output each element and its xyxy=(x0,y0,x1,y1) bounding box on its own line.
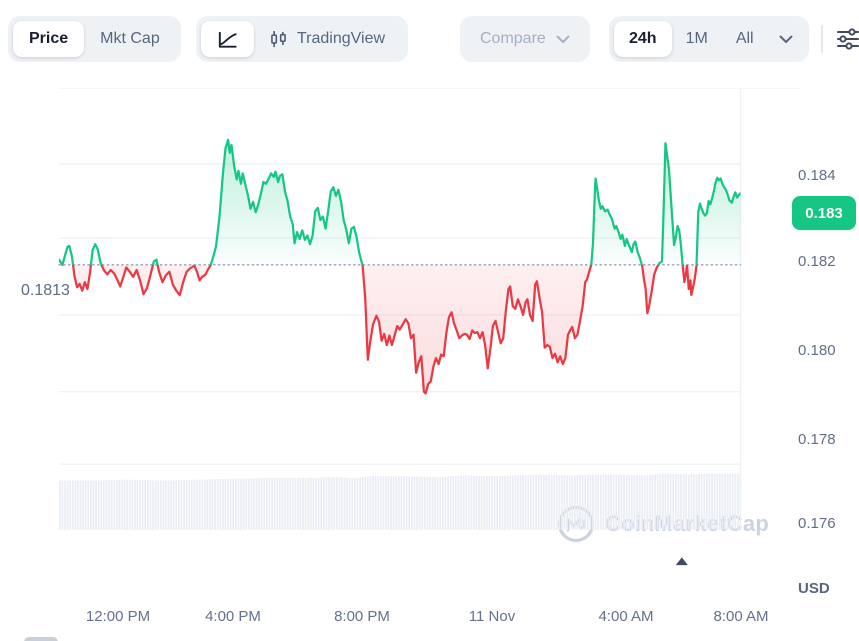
range-1m-button[interactable]: 1M xyxy=(672,21,722,57)
line-chart-icon xyxy=(216,28,239,51)
chevron-down-icon xyxy=(779,35,793,44)
x-axis-tick-label: 11 Nov xyxy=(468,608,516,625)
compare-dropdown[interactable]: Compare xyxy=(460,16,590,62)
mktcap-tab[interactable]: Mkt Cap xyxy=(84,21,176,57)
x-axis-tick-label: 4:00 AM xyxy=(598,608,654,625)
baseline-price-label: 0.1813 xyxy=(16,282,75,300)
range-more-button[interactable] xyxy=(768,21,804,57)
x-axis-tick-label: 12:00 PM xyxy=(85,608,151,625)
range-all-button[interactable]: All xyxy=(722,21,768,57)
time-range-selector: 24h 1M All xyxy=(609,16,809,62)
currency-unit-label: USD xyxy=(798,580,830,597)
range-all-label: All xyxy=(735,30,754,47)
y-axis-tick-label: 0.178 xyxy=(798,431,836,448)
current-price-badge: 0.183 xyxy=(792,196,856,230)
price-tab[interactable]: Price xyxy=(13,21,85,57)
price-line-above-baseline xyxy=(58,138,741,265)
range-24h-button[interactable]: 24h xyxy=(614,21,672,57)
chevron-down-icon xyxy=(556,35,570,44)
volume-bars xyxy=(58,473,741,530)
price-mktcap-toggle: Price Mkt Cap xyxy=(8,16,181,62)
price-tab-label: Price xyxy=(29,30,69,47)
chart-plot-area[interactable]: CoinMarketCap 0.1813 0.1840.1820.1800.17… xyxy=(0,88,859,641)
chart-type-toggle: TradingView xyxy=(196,16,409,62)
sliders-icon xyxy=(835,26,859,52)
y-axis-tick-label: 0.182 xyxy=(798,253,836,270)
toolbar-divider xyxy=(821,25,823,53)
price-line-chart[interactable] xyxy=(0,88,859,641)
y-axis-tick-label: 0.184 xyxy=(798,167,836,184)
line-chart-type-button[interactable] xyxy=(201,21,254,57)
x-axis-tick-label: 4:00 PM xyxy=(205,608,261,625)
compare-label: Compare xyxy=(480,30,546,47)
range-1m-label: 1M xyxy=(685,30,708,47)
chart-settings-button[interactable] xyxy=(835,26,859,52)
y-axis-tick-label: 0.176 xyxy=(798,515,836,532)
time-marker-handle[interactable] xyxy=(675,557,688,566)
price-line-below-baseline xyxy=(58,264,741,395)
x-axis-tick-label: 8:00 AM xyxy=(713,608,769,625)
scrollbar-stub[interactable] xyxy=(24,637,58,641)
range-24h-label: 24h xyxy=(629,30,657,47)
tradingview-chart-type-button[interactable]: TradingView xyxy=(254,21,403,57)
x-axis-tick-label: 8:00 PM xyxy=(334,608,390,625)
tradingview-label: TradingView xyxy=(297,30,386,47)
y-axis-tick-label: 0.180 xyxy=(798,342,836,359)
mktcap-tab-label: Mkt Cap xyxy=(100,30,160,47)
candlestick-icon xyxy=(268,29,289,50)
